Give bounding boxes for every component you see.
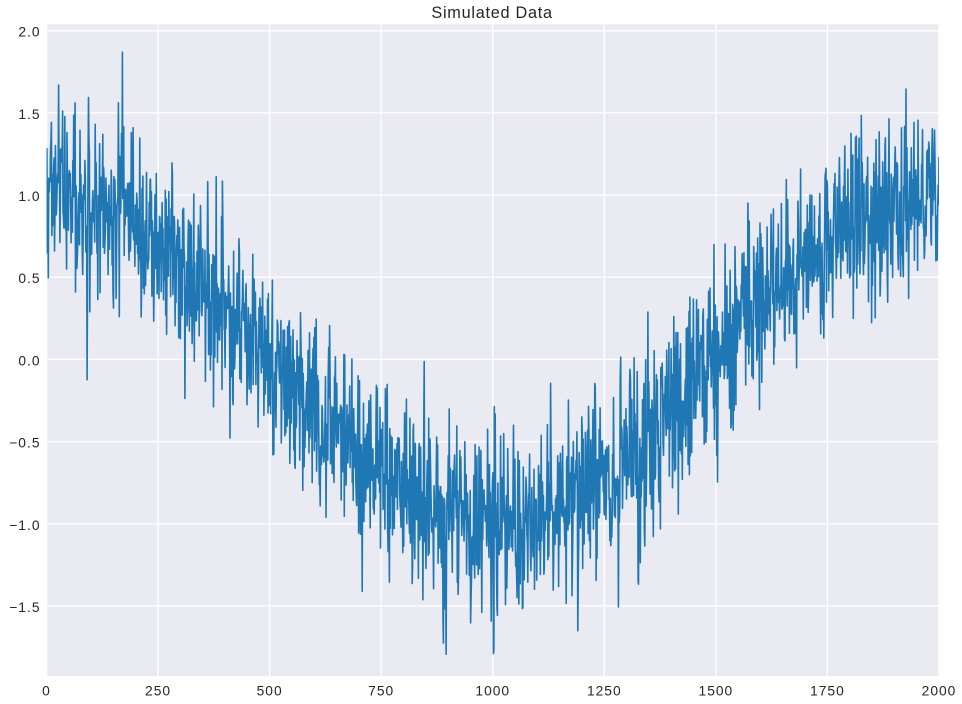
svg-text:750: 750 <box>368 684 394 699</box>
svg-text:1.0: 1.0 <box>18 189 40 204</box>
svg-text:0.5: 0.5 <box>18 271 40 286</box>
svg-text:−1.5: −1.5 <box>9 600 40 615</box>
svg-text:−1.0: −1.0 <box>9 518 40 533</box>
svg-text:2000: 2000 <box>922 684 957 699</box>
svg-text:2.0: 2.0 <box>18 25 40 40</box>
svg-text:0: 0 <box>42 684 51 699</box>
svg-text:−0.5: −0.5 <box>9 436 40 451</box>
svg-text:1500: 1500 <box>699 684 734 699</box>
svg-text:500: 500 <box>257 684 283 699</box>
svg-text:Simulated Data: Simulated Data <box>431 4 553 22</box>
svg-text:1.5: 1.5 <box>18 107 40 122</box>
svg-text:1750: 1750 <box>810 684 845 699</box>
svg-text:0.0: 0.0 <box>18 353 40 368</box>
svg-text:250: 250 <box>145 684 171 699</box>
svg-text:1250: 1250 <box>587 684 622 699</box>
svg-text:1000: 1000 <box>475 684 510 699</box>
